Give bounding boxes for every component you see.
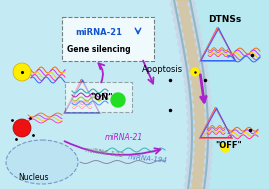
Circle shape (204, 103, 211, 110)
Circle shape (186, 103, 193, 110)
Circle shape (205, 111, 212, 118)
Circle shape (111, 93, 125, 107)
Circle shape (205, 150, 212, 157)
Circle shape (187, 134, 194, 141)
Circle shape (13, 119, 31, 137)
Circle shape (179, 48, 186, 55)
Circle shape (199, 56, 206, 63)
Circle shape (191, 68, 199, 76)
FancyBboxPatch shape (62, 17, 154, 61)
Circle shape (186, 95, 193, 102)
Text: "ON": "ON" (90, 93, 112, 102)
Circle shape (204, 166, 211, 173)
Circle shape (206, 134, 213, 141)
Circle shape (190, 8, 197, 15)
Circle shape (204, 95, 211, 102)
Circle shape (176, 32, 183, 39)
Circle shape (206, 126, 213, 133)
Circle shape (187, 111, 194, 118)
Circle shape (201, 71, 208, 78)
Circle shape (187, 126, 194, 133)
Circle shape (173, 16, 180, 23)
Circle shape (205, 119, 212, 125)
Text: miRNA-194: miRNA-194 (128, 153, 168, 163)
Circle shape (186, 158, 193, 165)
Circle shape (204, 158, 211, 165)
Circle shape (183, 71, 190, 78)
Text: Apoptosis: Apoptosis (142, 65, 183, 74)
Text: miRNA-122: miRNA-122 (85, 148, 125, 159)
Circle shape (178, 40, 185, 47)
Circle shape (202, 79, 209, 86)
Text: Gene silencing: Gene silencing (67, 45, 131, 54)
Circle shape (203, 174, 210, 181)
Text: DTNSs: DTNSs (208, 15, 241, 24)
Circle shape (182, 64, 189, 70)
Circle shape (202, 181, 209, 188)
Circle shape (184, 181, 191, 188)
Circle shape (13, 63, 31, 81)
Circle shape (203, 87, 210, 94)
Circle shape (184, 79, 191, 86)
Text: miRNA-21: miRNA-21 (75, 28, 122, 37)
Circle shape (186, 166, 193, 173)
FancyBboxPatch shape (65, 82, 132, 112)
Circle shape (191, 16, 198, 23)
Circle shape (188, 1, 195, 8)
Circle shape (185, 87, 192, 94)
Circle shape (193, 24, 200, 31)
Circle shape (187, 150, 194, 157)
Circle shape (185, 174, 192, 181)
Circle shape (187, 142, 194, 149)
Circle shape (196, 40, 203, 47)
Circle shape (221, 144, 229, 152)
Circle shape (205, 142, 212, 149)
Circle shape (172, 8, 179, 15)
Text: "OFF": "OFF" (215, 141, 242, 150)
Circle shape (180, 56, 187, 63)
Circle shape (170, 1, 177, 8)
Circle shape (194, 32, 201, 39)
Ellipse shape (6, 140, 78, 184)
Circle shape (197, 48, 204, 55)
Text: miRNA-21: miRNA-21 (105, 133, 143, 142)
Circle shape (187, 119, 194, 125)
Circle shape (200, 64, 207, 70)
Text: Nucleus: Nucleus (18, 173, 48, 182)
Circle shape (175, 24, 182, 31)
